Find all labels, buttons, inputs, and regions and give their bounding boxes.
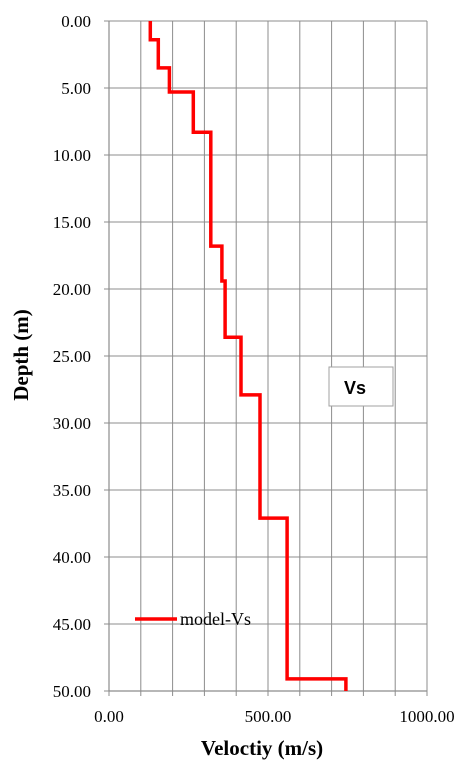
y-tick-label: 10.00 [53,146,91,165]
vs-annotation-text: Vs [344,378,366,398]
x-tick-label: 1000.00 [399,707,454,726]
legend: model-Vs [135,609,251,629]
grid-layer [104,20,428,696]
series-layer [148,21,348,691]
x-axis-title: Veloctiy (m/s) [201,736,323,760]
y-tick-label: 50.00 [53,682,91,701]
y-tick-label: 45.00 [53,615,91,634]
y-tick-label: 40.00 [53,548,91,567]
y-tick-label: 15.00 [53,213,91,232]
legend-label: model-Vs [180,609,251,629]
x-tick-label: 500.00 [245,707,292,726]
y-axis-title: Depth (m) [9,309,33,401]
y-tick-label: 0.00 [61,12,91,31]
y-tick-label: 20.00 [53,280,91,299]
y-tick-label: 35.00 [53,481,91,500]
y-tick-label: 30.00 [53,414,91,433]
y-tick-label: 5.00 [61,79,91,98]
vs-annotation: Vs [328,366,394,407]
y-tick-label: 25.00 [53,347,91,366]
vs-annotation-box [328,366,394,407]
series-line [148,21,348,691]
tick-label-layer: 0.00 5.00 10.00 15.00 20.00 25.00 30.00 35.00 40… [53,12,455,726]
x-tick-label: 0.00 [94,707,124,726]
